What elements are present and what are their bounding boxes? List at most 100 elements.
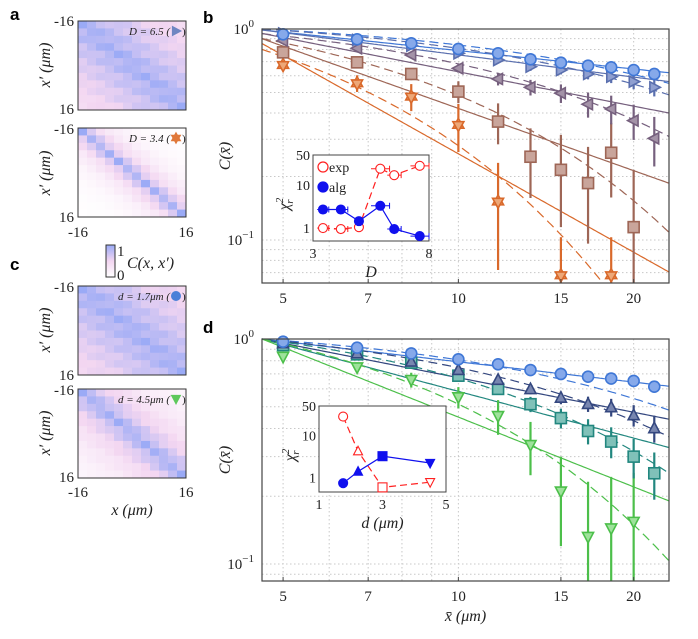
heatmap-cell — [78, 323, 88, 331]
power-law-fit-line — [261, 38, 670, 184]
heatmap-cell — [78, 433, 88, 442]
heatmap-cell — [96, 352, 106, 361]
heatmap-cell — [150, 142, 160, 151]
x-tick-label: 15 — [553, 589, 568, 605]
heatmap-cell — [105, 58, 115, 66]
marker-circle — [604, 61, 618, 74]
heatmap-cell — [123, 418, 133, 427]
xlabel: x (μm) — [110, 502, 152, 519]
heatmap-cell — [96, 448, 106, 457]
heatmap-cell — [123, 448, 133, 457]
power-law-fit-line — [261, 338, 670, 420]
heatmap-cell — [168, 209, 178, 218]
marker-tri-left — [603, 102, 617, 116]
heatmap-cell — [177, 102, 187, 111]
heatmap-cell — [141, 360, 151, 369]
heatmap-cell — [123, 194, 133, 203]
power-law-fit-line — [261, 338, 670, 502]
heatmap-cell — [168, 58, 178, 66]
heatmap-cell — [96, 172, 106, 181]
heatmap-cell — [123, 300, 133, 309]
heatmap-cell — [123, 345, 133, 354]
marker-square — [524, 150, 537, 164]
sub: r — [284, 199, 296, 204]
marker-tri-down — [491, 410, 505, 424]
heatmap-cell — [105, 50, 115, 59]
heatmap-cell — [123, 28, 133, 37]
heatmap-cell — [123, 360, 133, 369]
heatmap-cell — [177, 470, 187, 479]
chi: χ — [276, 202, 293, 212]
heatmap-cell — [150, 179, 160, 188]
heatmap-cell — [114, 43, 124, 52]
heatmap-cell — [96, 330, 106, 339]
inset-x-label: D — [364, 264, 377, 281]
heatmap-cell — [114, 179, 124, 188]
heatmap-cell — [105, 396, 115, 405]
series-tri-down — [276, 351, 641, 581]
heatmap-cell — [96, 440, 106, 449]
heatmap-cell — [141, 142, 151, 151]
heatmap-cell — [141, 396, 151, 405]
heatmap-cell — [177, 315, 187, 324]
heatmap-cell — [141, 367, 151, 376]
heatmap-cell — [132, 360, 142, 369]
panel-label-c: c — [10, 255, 19, 274]
heatmap-frame — [77, 285, 187, 376]
marker-tri-left — [490, 72, 504, 86]
heatmap-cell — [141, 323, 151, 331]
heatmap-cell — [114, 35, 124, 44]
marker-tri-left — [625, 113, 639, 128]
heatmap-cell — [87, 179, 97, 188]
paren: ) — [182, 394, 186, 406]
inset-y-tick-label: 50 — [296, 149, 310, 164]
heatmap-cell — [159, 345, 169, 354]
heatmap-cell — [177, 150, 187, 159]
heatmap-annotation: D = 6.5 ( — [128, 26, 171, 38]
heatmap-cell — [159, 470, 169, 479]
heatmap-cell — [114, 440, 124, 449]
heatmap-cell — [87, 345, 97, 354]
power-law-fit-line — [261, 42, 670, 273]
heatmap-cell — [123, 21, 133, 29]
heatmap-cell — [105, 330, 115, 339]
heatmap-cell — [132, 286, 142, 294]
inset-series-exp — [317, 160, 430, 235]
heatmap-cell — [96, 323, 106, 331]
heatmap-cell — [78, 157, 88, 166]
marker-tri-up — [604, 399, 619, 413]
heatmap-cell — [105, 135, 115, 144]
heatmap-cell — [105, 367, 115, 376]
tick-label: 16 — [179, 225, 195, 241]
heatmap-cell — [78, 389, 88, 397]
marker-circle — [389, 223, 400, 235]
heatmap-cell — [123, 72, 133, 81]
heatmap-cell — [159, 315, 169, 324]
heatmap-cell — [114, 396, 124, 405]
heatmap-cell — [123, 142, 133, 151]
marker-tri-up — [554, 389, 568, 403]
heatmap-cell — [87, 128, 97, 136]
heatmap-cell — [78, 87, 88, 96]
heatmap-cell — [87, 58, 97, 66]
heatmap-cell — [141, 128, 151, 136]
heatmap-cell — [123, 403, 133, 412]
heatmap-cell — [141, 418, 151, 427]
heatmap-cell — [141, 179, 151, 188]
marker-square — [491, 115, 505, 128]
heatmap-cell — [132, 300, 142, 309]
heatmap-cell — [132, 165, 142, 173]
heatmap-cell — [105, 187, 115, 196]
tick-label: -16 — [54, 280, 74, 296]
heatmap-cell — [159, 440, 169, 449]
heatmap-cell — [96, 345, 106, 354]
heatmap-cell — [105, 28, 115, 37]
heatmap-cell — [159, 389, 169, 397]
heatmap-cell — [96, 389, 106, 397]
heatmap-cell — [141, 448, 151, 457]
heatmap-cell — [150, 157, 160, 166]
y-tick-base: 10 — [227, 233, 242, 249]
heatmap-cell — [114, 389, 124, 397]
heatmap-cell — [114, 65, 124, 74]
marker-square — [404, 67, 418, 81]
